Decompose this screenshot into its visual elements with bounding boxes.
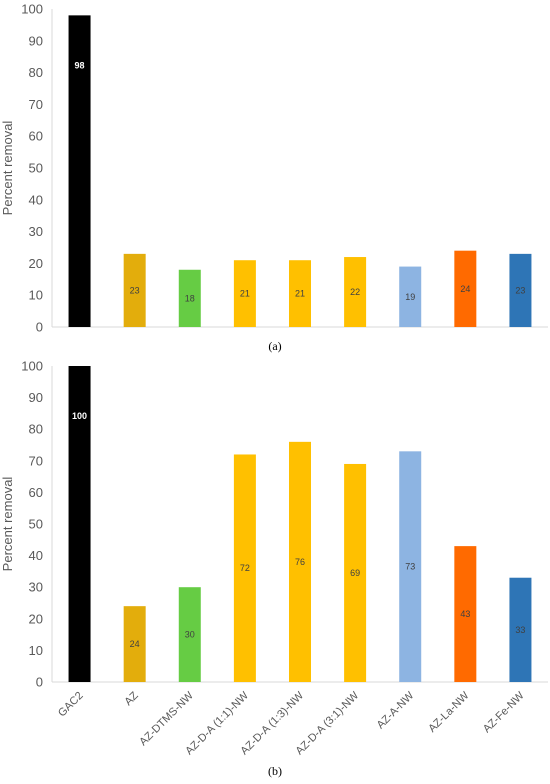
- chart-panel-a: 0 10 20 30 40 50 60 70 80 90 100 Percent removal 98 2…: [0, 2, 548, 353]
- bar: [454, 546, 477, 682]
- data-label: 21: [240, 289, 250, 299]
- data-label: 100: [72, 411, 87, 421]
- y-tick-label: 100: [21, 2, 43, 17]
- y-tick-label: 0: [36, 675, 43, 690]
- bar: [233, 260, 256, 327]
- y-tick-label: 30: [29, 224, 43, 239]
- x-tick-label: AZ-La-NW: [426, 689, 472, 735]
- y-tick-label: 20: [29, 611, 43, 626]
- x-tick-label: AZ-A-NW: [375, 689, 417, 731]
- bar: [344, 463, 367, 682]
- bar: [344, 257, 367, 327]
- bar: [399, 451, 422, 682]
- data-label: 69: [350, 568, 360, 578]
- x-tick-label: AZ-Fe-NW: [481, 689, 527, 735]
- y-tick-label: 10: [29, 643, 43, 658]
- bar: [178, 587, 201, 682]
- y-tick-label: 10: [29, 288, 43, 303]
- bar: [178, 269, 201, 327]
- bar: [123, 253, 146, 327]
- data-label: 18: [185, 293, 195, 303]
- data-label: 30: [185, 630, 195, 640]
- data-label: 19: [405, 292, 415, 302]
- y-tick-label: 20: [29, 256, 43, 271]
- bar: [289, 260, 311, 327]
- y-tick-label: 60: [29, 485, 43, 500]
- bar: [399, 266, 422, 327]
- y-tick-label: 50: [29, 161, 43, 176]
- y-tick-label: 90: [29, 33, 43, 48]
- data-label: 76: [295, 557, 305, 567]
- data-label: 72: [240, 563, 250, 573]
- y-axis-label: Percent removal: [0, 477, 15, 572]
- bar: [289, 441, 311, 682]
- data-label: 23: [130, 285, 140, 295]
- y-tick-label: 80: [29, 422, 43, 437]
- x-tick-label: GAC2: [56, 690, 86, 720]
- bar: [68, 15, 91, 328]
- data-label: 22: [350, 287, 360, 297]
- bar: [509, 577, 532, 682]
- data-label: 43: [460, 609, 470, 619]
- data-label: 23: [515, 285, 525, 295]
- panel-label: (a): [268, 339, 281, 353]
- x-tick-label: AZ-DTMS-NW: [137, 689, 196, 748]
- y-tick-label: 80: [29, 65, 43, 80]
- bar: [123, 606, 146, 682]
- y-tick-label: 40: [29, 192, 43, 207]
- y-axis-label: Percent removal: [0, 121, 15, 216]
- data-label: 73: [405, 562, 415, 572]
- bar: [68, 366, 91, 682]
- data-label: 98: [75, 60, 85, 70]
- y-tick-label: 50: [29, 517, 43, 532]
- bar: [509, 253, 532, 327]
- y-tick-label: 70: [29, 97, 43, 112]
- x-tick-label: AZ: [122, 689, 141, 708]
- y-tick-label: 70: [29, 453, 43, 468]
- data-label: 21: [295, 289, 305, 299]
- bar: [454, 250, 477, 327]
- data-label: 24: [130, 639, 140, 649]
- panel-label: (b): [268, 764, 282, 778]
- y-tick-label: 30: [29, 580, 43, 595]
- y-tick-label: 40: [29, 548, 43, 563]
- y-tick-label: 60: [29, 129, 43, 144]
- y-tick-label: 0: [36, 320, 43, 335]
- y-tick-label: 90: [29, 390, 43, 405]
- y-tick-label: 100: [21, 359, 43, 374]
- data-label: 33: [515, 625, 525, 635]
- chart-panel-b: 0 10 20 30 40 50 60 70 80 90 100 Percent removal 100…: [0, 359, 548, 778]
- data-label: 24: [460, 284, 470, 294]
- bar: [233, 454, 256, 682]
